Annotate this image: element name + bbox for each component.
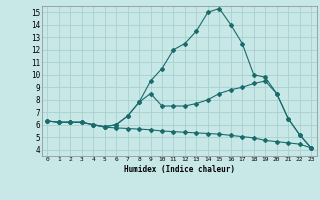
- X-axis label: Humidex (Indice chaleur): Humidex (Indice chaleur): [124, 165, 235, 174]
